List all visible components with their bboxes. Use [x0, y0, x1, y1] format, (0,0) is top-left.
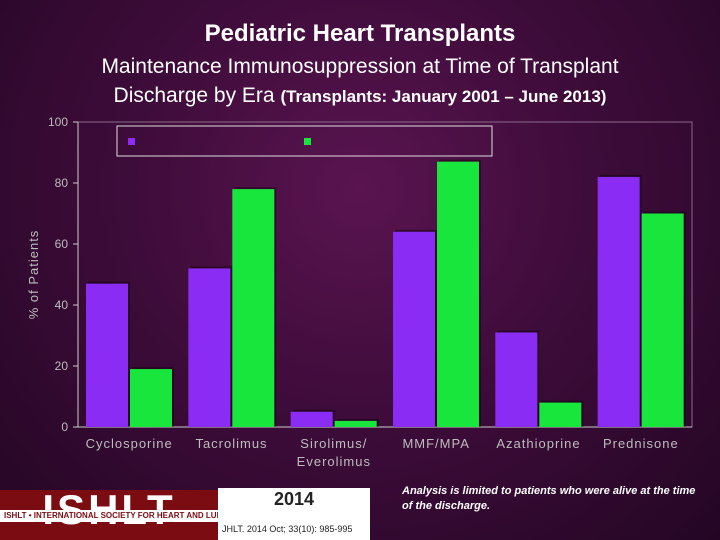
page-subtitle: Maintenance Immunosuppression at Time of…: [0, 52, 720, 111]
x-tick-label: Tacrolimus: [195, 436, 267, 451]
ishlt-logo: ISHLT: [0, 486, 218, 534]
bar: [495, 332, 538, 427]
bar: [86, 283, 128, 427]
x-tick-label: Prednisone: [603, 436, 679, 451]
bar: [334, 420, 377, 427]
journal-citation: JHLT. 2014 Oct; 33(10): 985-995: [222, 524, 353, 534]
bar: [539, 402, 582, 427]
bar: [641, 213, 684, 427]
legend-swatch: [304, 138, 311, 145]
y-tick-label: 20: [55, 359, 69, 373]
y-axis-label: % of Patients: [26, 230, 41, 320]
legend: [116, 125, 493, 157]
subtitle-era: Discharge by Era: [113, 84, 275, 107]
subtitle-line-2: Discharge by Era (Transplants: January 2…: [0, 81, 720, 111]
x-tick-label: MMF/MPA: [402, 436, 469, 451]
bar: [188, 268, 231, 427]
page-title: Pediatric Heart Transplants: [204, 20, 516, 47]
y-tick-label: 0: [61, 420, 68, 434]
bar-chart: 0 20 40 60 80 100 % of Patients Cyclosporine Tac…: [26, 115, 693, 469]
report-year: 2014: [273, 489, 315, 509]
y-tick-label: 60: [55, 237, 69, 251]
subtitle-date-range: (Transplants: January 2001 – June 2013): [280, 87, 607, 106]
bar: [597, 176, 640, 427]
x-tick-label: Everolimus: [297, 454, 371, 469]
x-tick-label: Azathioprine: [496, 436, 580, 451]
y-tick-label: 40: [55, 298, 69, 312]
bar: [393, 231, 435, 427]
y-tick-label: 80: [55, 176, 69, 190]
analysis-note: Analysis is limited to patients who were…: [402, 485, 696, 512]
y-tick-label: 100: [48, 115, 68, 129]
legend-swatch: [128, 138, 135, 145]
bar: [130, 369, 172, 427]
bar: [232, 189, 275, 427]
x-tick-label: Sirolimus/: [300, 436, 367, 451]
bar: [290, 411, 333, 427]
x-tick-label: Cyclosporine: [86, 436, 173, 451]
subtitle-line-1: Maintenance Immunosuppression at Time of…: [101, 55, 619, 78]
citation-panel: [218, 488, 370, 540]
bar: [437, 161, 479, 427]
